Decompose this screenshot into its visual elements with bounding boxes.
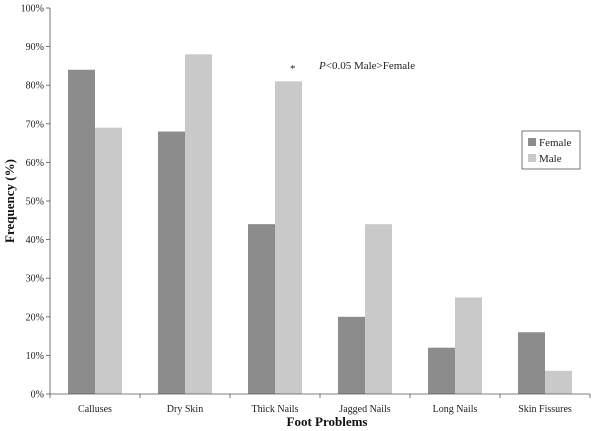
legend-swatch-female	[528, 138, 536, 146]
x-tick-label: Long Nails	[433, 404, 478, 415]
x-tick-label: Thick Nails	[252, 404, 299, 415]
y-tick-label: 20%	[26, 312, 44, 323]
bar-female-jagged-nails	[338, 316, 365, 394]
bar-female-long-nails	[428, 347, 455, 394]
y-tick-label: 40%	[26, 235, 44, 246]
y-tick-label: 70%	[26, 119, 44, 130]
y-axis: 0% 10% 20% 30% 40% 50% 60% 70% 80% 90% 100%	[21, 4, 51, 401]
y-tick-label: 30%	[26, 274, 44, 285]
y-axis-title: Frequency (%)	[2, 159, 17, 243]
x-tick-label: Skin Fissures	[518, 404, 572, 415]
bar-male-jagged-nails	[365, 224, 392, 394]
bar-female-skin-fissures	[518, 332, 545, 394]
p-value-label: P	[318, 60, 326, 72]
p-value-text: <0.05 Male>Female	[326, 60, 416, 72]
bar-male-dry-skin	[185, 54, 212, 394]
y-tick-label: 90%	[26, 42, 44, 53]
bar-female-dry-skin	[158, 131, 185, 394]
significance-text: P<0.05 Male>Female	[318, 60, 415, 72]
bars	[68, 54, 572, 394]
y-tick-label: 0%	[31, 390, 44, 401]
y-tick-label: 100%	[21, 4, 44, 15]
x-axis-title: Foot Problems	[287, 414, 368, 429]
y-tick-label: 10%	[26, 351, 44, 362]
legend-label-female: Female	[539, 137, 571, 149]
legend-box	[521, 130, 581, 170]
y-tick-label: 80%	[26, 81, 44, 92]
bar-male-thick-nails	[275, 81, 302, 394]
x-axis: Calluses Dry Skin Thick Nails Jagged Nails L…	[49, 393, 591, 415]
bar-female-thick-nails	[248, 224, 275, 394]
x-tick-label: Dry Skin	[167, 404, 203, 415]
significance-asterisk: *	[290, 63, 296, 75]
x-tick-label: Calluses	[78, 404, 112, 415]
y-tick-label: 60%	[26, 158, 44, 169]
bar-female-calluses	[68, 69, 95, 394]
y-tick-label: 50%	[26, 197, 44, 208]
x-tick-label: Jagged Nails	[339, 404, 390, 415]
bar-male-long-nails	[455, 297, 482, 394]
bar-male-calluses	[95, 127, 122, 394]
bar-male-skin-fissures	[545, 370, 572, 394]
legend: Female Male	[521, 130, 581, 170]
significance-annotation: * P<0.05 Male>Female	[290, 60, 415, 75]
legend-swatch-male	[528, 154, 536, 162]
legend-label-male: Male	[539, 153, 562, 165]
